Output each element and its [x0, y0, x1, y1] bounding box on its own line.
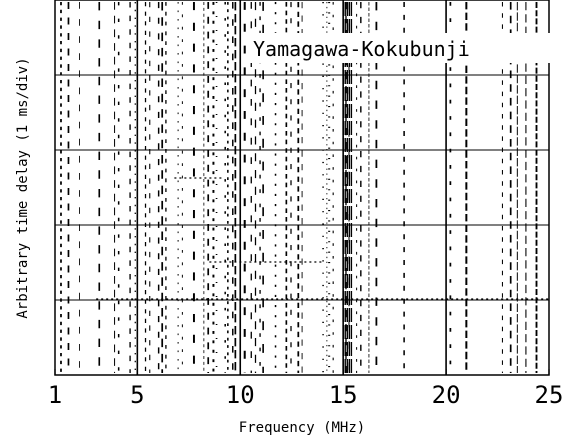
y-axis-label: Arbitrary time delay (1 ms/div): [15, 57, 31, 318]
x-axis-ticks: 1 5 10 15 20 25: [48, 369, 564, 409]
station-annotation: Yamagawa-Kokubunji: [253, 37, 470, 61]
x-tick-label: 1: [48, 381, 62, 409]
x-axis-label: Frequency (MHz): [239, 420, 365, 436]
annotation-background: [250, 33, 556, 63]
traces: [60, 2, 549, 373]
x-tick-label: 5: [130, 381, 144, 409]
x-tick-label: 15: [329, 381, 358, 409]
x-tick-label: 20: [432, 381, 461, 409]
x-tick-label: 10: [226, 381, 255, 409]
x-tick-label: 25: [535, 381, 564, 409]
